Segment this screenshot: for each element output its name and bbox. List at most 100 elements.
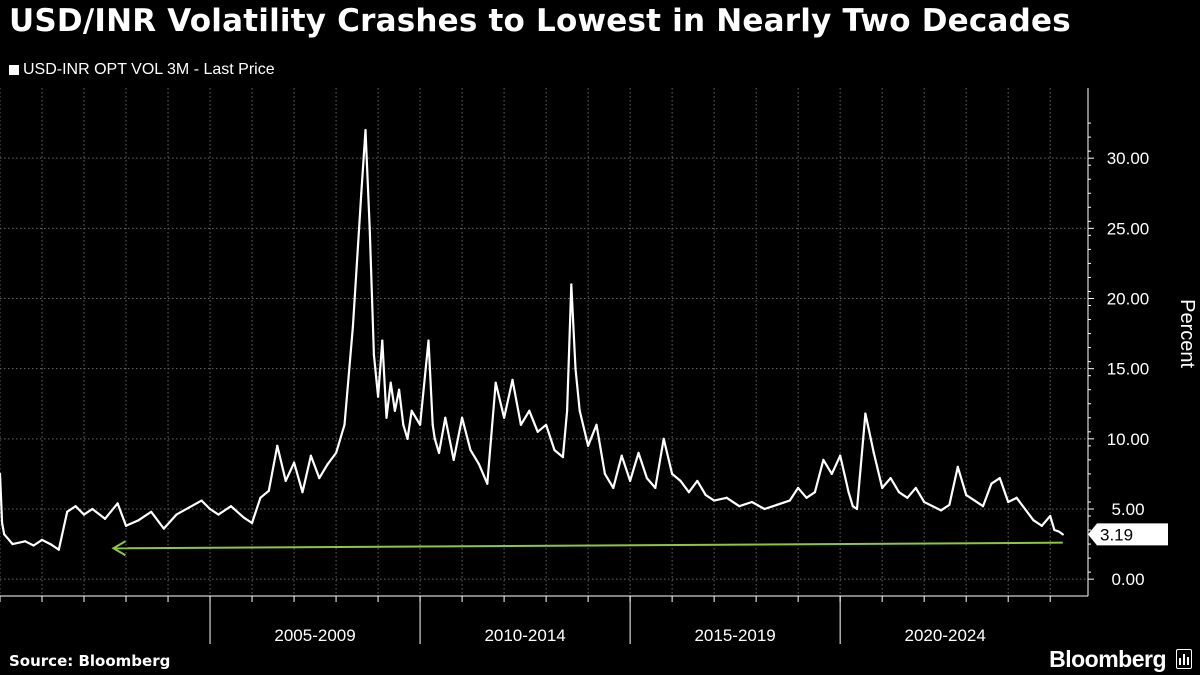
data-point — [259, 496, 262, 499]
data-point — [469, 448, 472, 452]
annotation-arrow-head — [111, 540, 126, 557]
data-point — [603, 472, 607, 476]
data-point — [309, 454, 312, 457]
data-point — [629, 479, 632, 483]
data-point — [150, 510, 153, 513]
data-point — [662, 437, 665, 440]
data-point — [696, 479, 699, 483]
data-point — [805, 496, 808, 499]
data-point — [116, 502, 119, 505]
data-point — [397, 388, 401, 391]
data-point — [725, 496, 728, 499]
data-point — [797, 486, 800, 490]
data-point — [385, 416, 388, 419]
x-group-label: 2015-2019 — [694, 626, 775, 645]
data-point — [847, 491, 850, 494]
data-point — [326, 462, 329, 466]
data-point — [998, 477, 1001, 480]
data-point — [654, 486, 657, 490]
data-point — [437, 451, 441, 454]
data-point — [839, 454, 842, 457]
data-point — [406, 437, 409, 440]
data-point — [851, 505, 854, 508]
data-point — [137, 519, 140, 522]
data-point — [679, 479, 682, 483]
data-point — [360, 192, 363, 195]
data-point — [460, 416, 464, 419]
x-group-label: 2010-2014 — [484, 626, 565, 645]
data-point — [671, 472, 674, 476]
data-point — [242, 516, 245, 519]
y-tick-label: 5.00 — [1111, 500, 1144, 519]
data-point — [477, 462, 480, 466]
data-point — [906, 496, 909, 499]
legend-label: USD-INR OPT VOL 3M - Last Price — [23, 61, 275, 78]
data-point — [1049, 514, 1052, 518]
data-point — [1015, 496, 1018, 499]
data-point — [536, 430, 539, 433]
data-point — [486, 482, 489, 485]
data-point — [587, 444, 590, 447]
data-point — [1057, 530, 1060, 533]
tick-labels: 0.00 5.00 10.00 15.00 20.00 25.00 30.00 2005-20… — [274, 149, 1198, 645]
data-point — [389, 381, 392, 384]
data-point — [704, 493, 707, 497]
data-point — [645, 477, 649, 480]
data-point — [402, 423, 405, 426]
data-point — [990, 482, 993, 485]
last-value-label: 3.19 — [1100, 525, 1133, 544]
data-point — [931, 505, 934, 508]
data-point — [32, 544, 35, 547]
y-axis-title: Percent — [1176, 299, 1198, 368]
annotation-layer — [111, 540, 1063, 557]
bloomberg-badge-icon — [1176, 649, 1192, 669]
data-point — [40, 538, 44, 541]
data-point — [452, 458, 455, 461]
data-point — [418, 423, 422, 426]
bloomberg-logo: Bloomberg — [1049, 646, 1166, 672]
data-point — [1053, 528, 1056, 532]
data-point — [343, 423, 346, 426]
x-group-label: 2020-2024 — [905, 626, 986, 645]
data-point — [923, 500, 926, 504]
data-point — [939, 509, 943, 512]
data-point — [637, 451, 640, 454]
data-point — [1032, 519, 1035, 522]
data-point — [410, 409, 413, 412]
data-point — [545, 423, 548, 426]
data-point — [813, 491, 817, 494]
data-point — [620, 454, 623, 457]
data-point — [82, 513, 86, 516]
data-point — [738, 505, 741, 508]
data-point — [431, 423, 434, 426]
data-point — [267, 489, 270, 492]
x-group-label: 2005-2009 — [274, 626, 355, 645]
data-point — [334, 451, 338, 454]
data-point — [444, 416, 447, 419]
y-tick-label: 0.00 — [1111, 570, 1144, 589]
data-point — [948, 503, 951, 506]
y-tick-label: 20.00 — [1107, 289, 1150, 308]
data-point — [276, 444, 279, 447]
data-point — [381, 339, 384, 342]
gridlines — [0, 88, 1088, 596]
data-point — [528, 409, 531, 412]
data-point — [776, 503, 779, 506]
data-point — [11, 542, 14, 546]
data-point — [561, 455, 565, 459]
data-point — [897, 491, 901, 494]
data-point — [914, 486, 917, 490]
data-point — [822, 458, 825, 461]
chart-title: USD/INR Volatility Crashes to Lowest in … — [9, 3, 1071, 39]
data-point — [713, 499, 716, 502]
data-point — [830, 472, 833, 476]
data-point — [301, 491, 304, 494]
data-point — [393, 409, 396, 412]
data-point — [318, 477, 321, 480]
data-point — [103, 517, 107, 520]
annotation-arrow-line — [113, 541, 1063, 550]
legend-swatch — [9, 65, 19, 75]
series-layer: 3.19 — [0, 128, 1168, 551]
data-point — [595, 423, 598, 426]
